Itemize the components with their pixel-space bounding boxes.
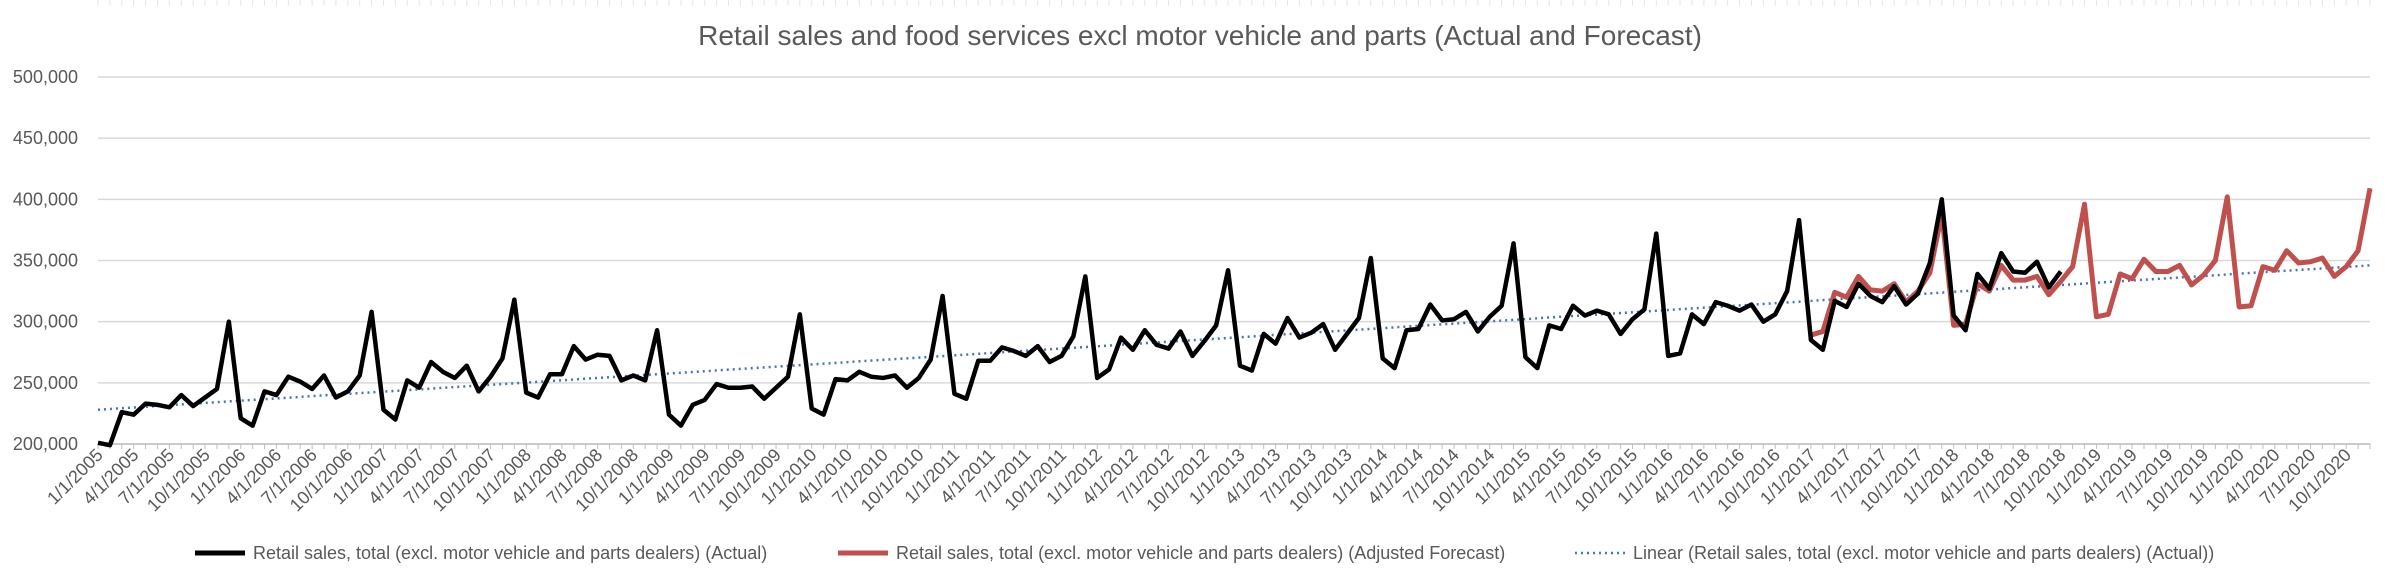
legend-label-forecast: Retail sales, total (excl. motor vehicle… (896, 543, 1505, 563)
y-tick-label: 200,000 (13, 434, 78, 454)
legend-label-actual: Retail sales, total (excl. motor vehicle… (253, 543, 767, 563)
y-tick-label: 300,000 (13, 312, 78, 332)
legend-label-trendline: Linear (Retail sales, total (excl. motor… (1633, 543, 2214, 563)
y-tick-label: 350,000 (13, 251, 78, 271)
series-lines (97, 187, 2373, 448)
y-tick-label: 400,000 (13, 189, 78, 209)
y-tick-label: 450,000 (13, 128, 78, 148)
chart-title: Retail sales and food services excl moto… (698, 20, 1702, 51)
y-axis-ticks: 200,000 250,000 300,000 350,000 400,000 450,0… (13, 67, 78, 454)
legend: Retail sales, total (excl. motor vehicle… (195, 543, 2214, 563)
y-tick-label: 500,000 (13, 67, 78, 87)
series-actual-line (97, 197, 2063, 448)
y-tick-label: 250,000 (13, 373, 78, 393)
